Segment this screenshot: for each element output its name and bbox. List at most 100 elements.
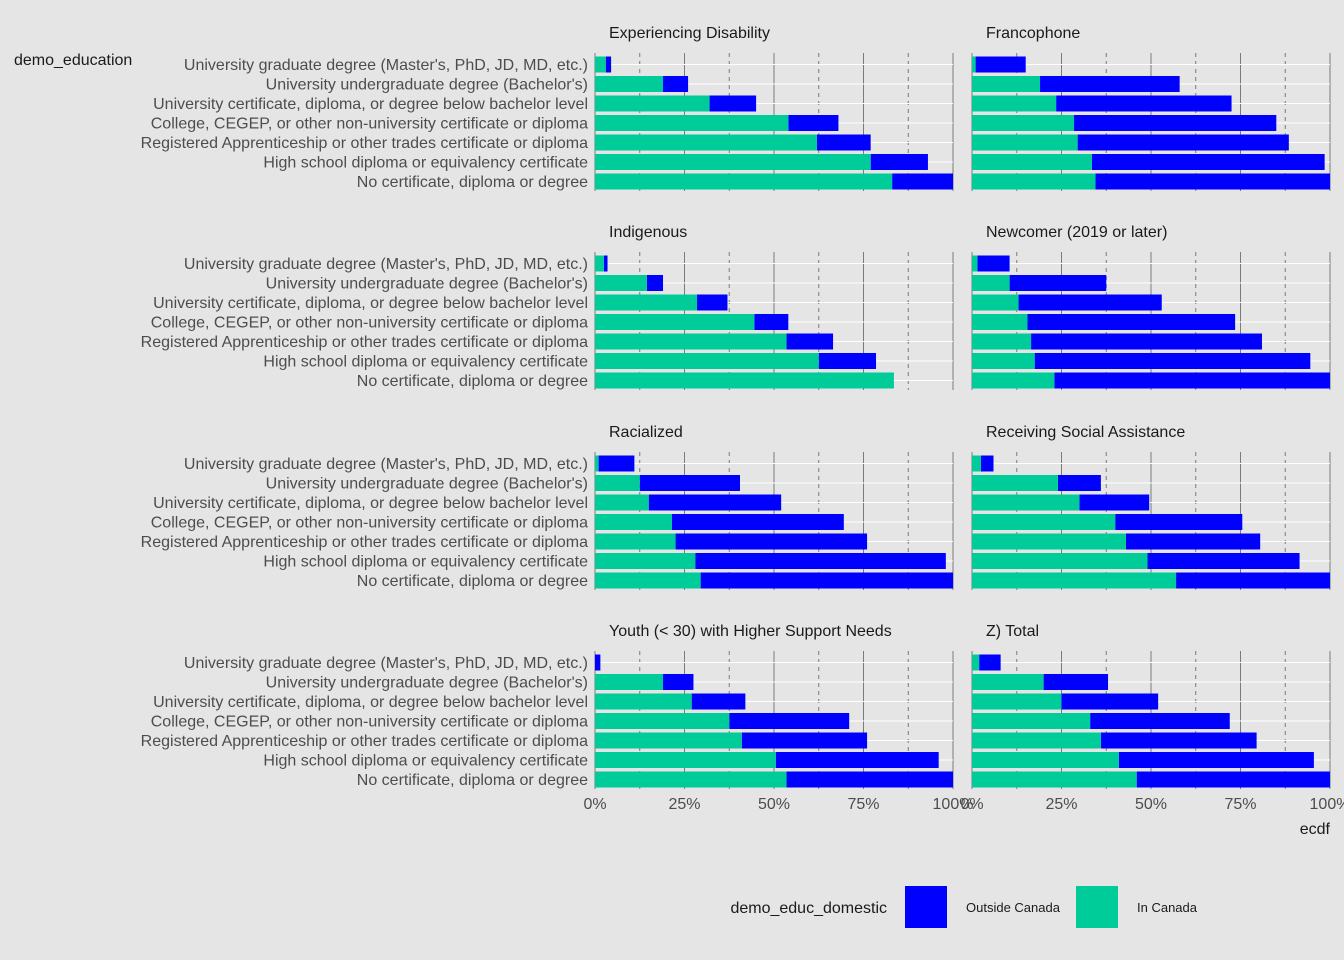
bar-outside-canada bbox=[870, 154, 928, 170]
x-tick-label: 0% bbox=[960, 796, 983, 813]
bar-outside-canada bbox=[1074, 115, 1277, 131]
bar-outside-canada bbox=[671, 514, 844, 530]
y-axis-title: demo_education bbox=[14, 52, 132, 69]
bar-in-canada bbox=[972, 771, 1137, 788]
bar-in-canada bbox=[595, 752, 776, 768]
category-label: No certificate, diploma or degree bbox=[357, 373, 588, 390]
legend-label: Outside Canada bbox=[966, 900, 1061, 915]
bar-in-canada bbox=[595, 514, 672, 530]
bar-in-canada bbox=[972, 372, 1055, 389]
category-label: University certificate, diploma, or degr… bbox=[153, 96, 588, 113]
category-label: High school diploma or equivalency certi… bbox=[263, 354, 588, 371]
bar-outside-canada bbox=[595, 654, 601, 671]
bar-outside-canada bbox=[818, 353, 877, 369]
facet-panel: Experiencing Disability University gradua… bbox=[141, 25, 954, 191]
x-axis-title: ecdf bbox=[1300, 821, 1331, 838]
bar-in-canada bbox=[972, 56, 976, 73]
bar-in-canada bbox=[595, 154, 871, 170]
bar-outside-canada bbox=[691, 693, 746, 710]
bar-in-canada bbox=[972, 353, 1035, 369]
bar-in-canada bbox=[972, 674, 1044, 690]
bar-outside-canada bbox=[1091, 154, 1325, 170]
bar-in-canada bbox=[972, 455, 981, 472]
category-label: College, CEGEP, or other non-university … bbox=[151, 315, 588, 332]
bar-outside-canada bbox=[1040, 76, 1180, 92]
bar-outside-canada bbox=[695, 553, 946, 569]
bar-in-canada bbox=[972, 95, 1057, 112]
bar-in-canada bbox=[972, 713, 1091, 729]
category-label: No certificate, diploma or degree bbox=[357, 174, 588, 191]
x-tick-label: 50% bbox=[1135, 796, 1167, 813]
x-tick-label: 50% bbox=[758, 796, 790, 813]
category-label: College, CEGEP, or other non-university … bbox=[151, 116, 588, 133]
bar-outside-canada bbox=[741, 732, 868, 749]
bar-in-canada bbox=[972, 275, 1010, 291]
facet-panels: Experiencing Disability University gradua… bbox=[141, 25, 1344, 813]
facet-panel: Francophone bbox=[971, 25, 1331, 191]
x-tick-label: 25% bbox=[668, 796, 700, 813]
bar-in-canada bbox=[595, 494, 649, 511]
bar-outside-canada bbox=[980, 455, 994, 472]
category-label: University undergraduate degree (Bachelo… bbox=[266, 276, 588, 293]
bar-outside-canada bbox=[1056, 95, 1232, 112]
x-tick-label: 100% bbox=[933, 796, 974, 813]
facet-title: Youth (< 30) with Higher Support Needs bbox=[609, 623, 892, 640]
bar-outside-canada bbox=[788, 115, 839, 131]
bar-outside-canada bbox=[1125, 533, 1261, 550]
bar-outside-canada bbox=[775, 752, 939, 768]
x-tick-label: 100% bbox=[1310, 796, 1344, 813]
bar-outside-canada bbox=[709, 95, 757, 112]
bar-in-canada bbox=[595, 115, 789, 131]
bar-in-canada bbox=[972, 553, 1148, 569]
category-label: University certificate, diploma, or degr… bbox=[153, 495, 588, 512]
facet-title: Z) Total bbox=[986, 623, 1039, 640]
legend-key bbox=[905, 886, 947, 928]
bar-outside-canada bbox=[754, 314, 789, 330]
bar-outside-canada bbox=[786, 333, 834, 350]
category-label: No certificate, diploma or degree bbox=[357, 573, 588, 590]
bar-outside-canada bbox=[1095, 173, 1330, 190]
bar-outside-canada bbox=[1043, 674, 1109, 690]
bar-in-canada bbox=[972, 514, 1116, 530]
facet-title: Newcomer (2019 or later) bbox=[986, 224, 1167, 241]
bar-outside-canada bbox=[1118, 752, 1314, 768]
category-label: University graduate degree (Master's, Ph… bbox=[184, 655, 588, 672]
bar-outside-canada bbox=[1018, 294, 1162, 311]
legend: demo_educ_domestic Outside Canada In Cana… bbox=[730, 886, 1198, 928]
category-label: College, CEGEP, or other non-university … bbox=[151, 515, 588, 532]
bar-outside-canada bbox=[1100, 732, 1257, 749]
category-label: High school diploma or equivalency certi… bbox=[263, 155, 588, 172]
bar-in-canada bbox=[972, 314, 1028, 330]
bar-in-canada bbox=[972, 294, 1019, 311]
category-label: University undergraduate degree (Bachelo… bbox=[266, 675, 588, 692]
x-tick-label: 25% bbox=[1045, 796, 1077, 813]
bar-in-canada bbox=[595, 294, 698, 311]
bar-outside-canada bbox=[729, 713, 850, 729]
category-label: University graduate degree (Master's, Ph… bbox=[184, 57, 588, 74]
category-label: High school diploma or equivalency certi… bbox=[263, 753, 588, 770]
bar-outside-canada bbox=[1057, 475, 1101, 491]
bar-in-canada bbox=[595, 693, 692, 710]
bar-in-canada bbox=[595, 76, 664, 92]
bar-in-canada bbox=[972, 533, 1126, 550]
bar-in-canada bbox=[972, 752, 1119, 768]
bar-in-canada bbox=[595, 173, 893, 190]
bar-outside-canada bbox=[816, 134, 871, 151]
bar-in-canada bbox=[595, 353, 819, 369]
bar-outside-canada bbox=[1031, 333, 1262, 350]
bar-in-canada bbox=[595, 372, 894, 389]
bar-outside-canada bbox=[598, 455, 635, 472]
bar-outside-canada bbox=[977, 255, 1010, 272]
bar-in-canada bbox=[595, 275, 647, 291]
bar-in-canada bbox=[595, 455, 599, 472]
bar-outside-canada bbox=[646, 275, 664, 291]
bar-outside-canada bbox=[1147, 553, 1300, 569]
bar-in-canada bbox=[972, 115, 1075, 131]
bar-in-canada bbox=[972, 732, 1101, 749]
bar-in-canada bbox=[595, 674, 664, 690]
bar-outside-canada bbox=[663, 674, 694, 690]
bar-in-canada bbox=[972, 173, 1096, 190]
bar-outside-canada bbox=[1034, 353, 1311, 369]
facet-title: Indigenous bbox=[609, 224, 687, 241]
